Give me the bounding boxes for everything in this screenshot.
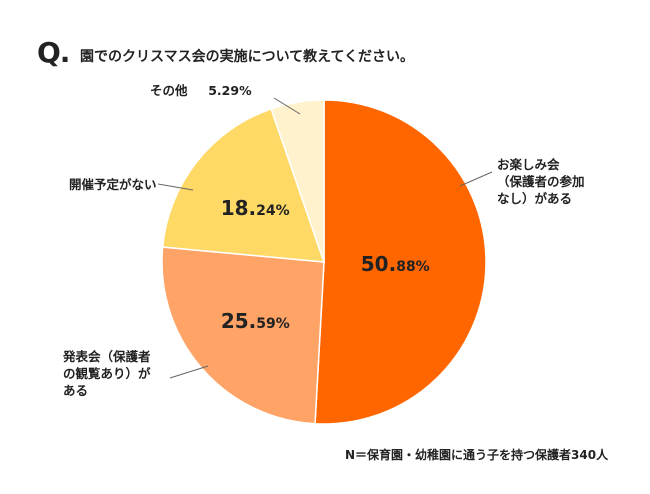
label-happyo-line2: の観覧あり）が — [63, 366, 151, 381]
question-text: 園でのクリスマス会の実施について教えてください。 — [80, 49, 415, 65]
pie-slice-sonota — [270, 99, 325, 263]
label-otanoshimi-line2: （保護者の参加 — [497, 174, 585, 189]
label-otanoshimi: お楽しみ会 （保護者の参加 なし）がある — [497, 156, 585, 207]
value-label-nashi: 18.24% — [221, 196, 290, 220]
leader-line-nashi — [157, 183, 194, 191]
sample-note: N＝保育園・幼稚園に通う子を持つ保護者340人 — [345, 448, 609, 462]
value-label-otanoshimi: 50.88% — [361, 252, 430, 276]
pie-slice-otanoshimi — [314, 99, 487, 425]
label-sonota: その他 5.29% — [150, 82, 252, 99]
label-nashi: 開催予定がない — [69, 177, 157, 192]
leader-line-sonota — [273, 97, 301, 115]
question-mark: Q. — [37, 36, 70, 69]
label-otanoshimi-line1: お楽しみ会 — [497, 157, 560, 172]
label-happyo-line1: 発表会（保護者 — [63, 349, 151, 364]
label-sonota-value: 5.29% — [208, 83, 252, 98]
label-happyo-line3: ある — [63, 383, 89, 398]
label-otanoshimi-line3: なし）がある — [497, 191, 573, 206]
value-label-happyo: 25.59% — [221, 309, 290, 333]
pie-slice-happyo — [161, 246, 325, 425]
label-happyo: 発表会（保護者 の観覧あり）が ある — [63, 348, 151, 399]
leader-line-otanoshimi — [459, 171, 493, 187]
leader-line-happyo — [169, 365, 209, 379]
label-sonota-text: その他 — [150, 83, 188, 98]
